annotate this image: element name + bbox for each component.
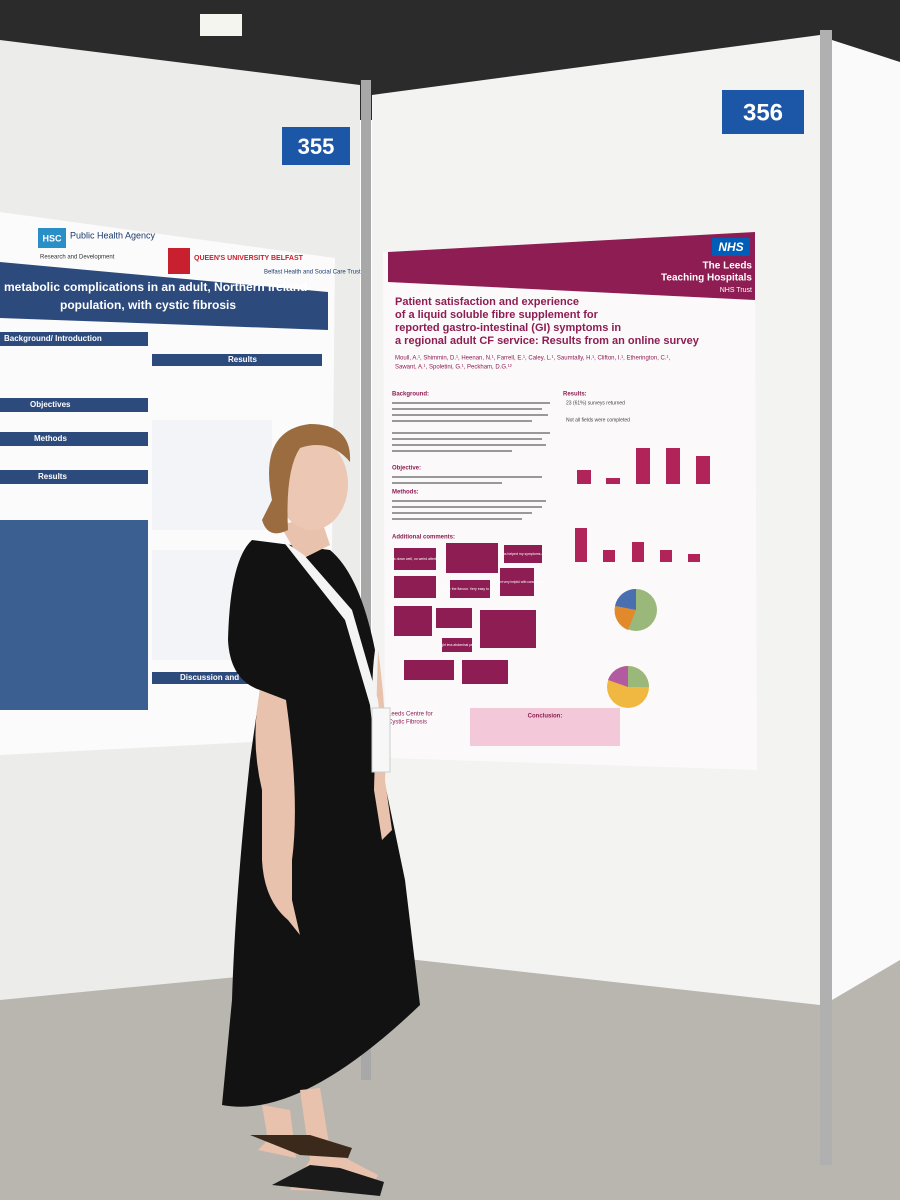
title-band [0,262,328,330]
header-band [388,232,755,300]
floor [0,940,900,1200]
section-header [0,332,148,346]
poster-title: metabolic complications in an adult, Nor… [4,280,307,294]
comment-bubbles [394,543,542,684]
section-title: Objective: [392,466,421,472]
sandal [250,1135,352,1158]
org-name: The Leeds [703,261,753,272]
pie-slice [608,665,628,687]
ceiling-light [200,14,242,36]
data-table [0,520,148,710]
org-name: NHS Trust [720,287,752,294]
figure [152,420,272,530]
comment: I love the flavour. Very easy to drink [442,587,498,591]
section-header [0,470,148,484]
section-title: Results [38,472,67,481]
authors: Sawant, A.¹, Spoletini, G.¹, Peckham, D.… [395,365,512,371]
section-header [0,398,148,412]
bar-figure [575,448,710,562]
board-number: 355 [298,134,335,159]
result-bullet: 23 (61%) surveys returned [566,400,625,406]
text-lines [392,402,550,520]
pole [820,30,832,1165]
nhs-logo-text: NHS [718,240,743,254]
face [276,438,348,530]
section-title: Methods [34,434,67,443]
pie-slice [628,666,649,687]
poster-title: population, with cystic fibrosis [60,298,236,312]
side-board [832,40,900,1000]
logo [38,228,66,248]
poster-title: a regional adult CF service: Results fro… [395,335,700,347]
logo-text: Research and Development [40,255,115,261]
logo-text: Public Health Agency [70,230,156,240]
logo [168,248,190,274]
poster-title: of a liquid soluble fibre supplement for [395,309,599,321]
section-header [0,432,148,446]
authors: Moull, A.¹, Shimmin, D.¹, Heenan, N.¹, F… [395,356,671,362]
pole [361,80,371,1080]
board-number: 356 [743,99,783,126]
section-title: Conclusion: [528,714,563,720]
section-title: Objectives [30,400,71,409]
comment: Goes down well, no weird aftertaste [387,557,442,561]
result-bullet: Not all fields were completed [566,417,630,423]
comment: Light less abdominal pain [439,643,475,647]
nhs-logo [712,238,750,256]
section-title: Methods: [392,490,419,496]
org-name: Teaching Hospitals [661,273,752,284]
footer-logo: Cystic Fibrosis [388,720,427,726]
section-title: Results: [563,392,587,398]
section-title: Background: [392,392,429,398]
hair [262,424,351,534]
sandal [272,1165,384,1196]
section-title: Additional comments: [392,535,455,541]
board-sign [282,127,350,165]
section-title: Results [228,355,257,364]
poster-title: reported gastro-intestinal (GI) symptoms… [395,322,621,334]
board-sign [722,90,804,134]
logo-text: HSC [42,233,62,243]
badge [371,707,391,773]
pie-slice [615,588,636,610]
poster-title: Patient satisfaction and experience [395,296,579,308]
section-header [152,354,322,366]
arm [255,690,300,935]
pie-slice [614,606,636,630]
logo-text: QUEEN'S UNIVERSITY BELFAST [194,255,304,262]
conclusion-box [470,708,620,746]
section-title: Background/ Introduction [4,334,102,343]
comment: Excellent very helpful with constipation [490,580,545,584]
footer-logo: Leeds Centre for [388,712,433,718]
logo-text: Belfast Health and Social Care Trust [264,270,361,276]
comment: It has helped my symptoms a lot [498,552,548,556]
section-title: Discussion and [180,673,239,682]
right-poster [383,232,757,770]
